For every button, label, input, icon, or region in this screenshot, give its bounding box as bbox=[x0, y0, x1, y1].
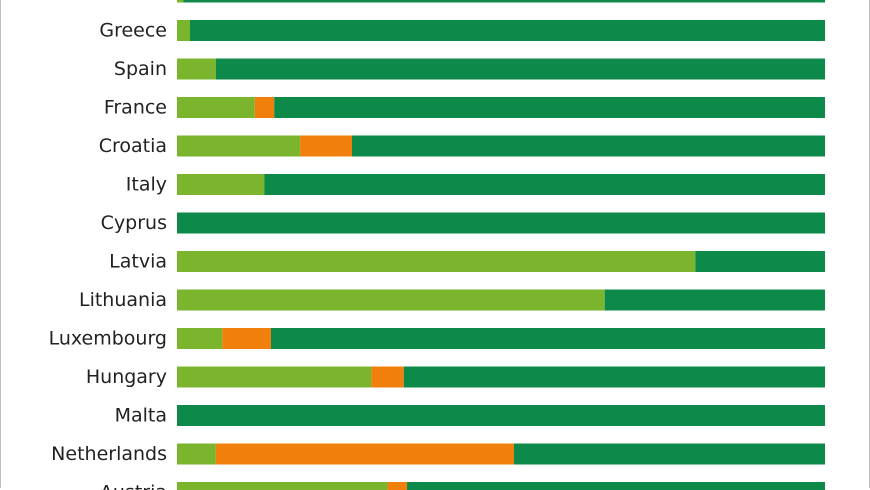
bar-segment-france-s3 bbox=[274, 97, 825, 118]
bar-segment-latvia-s3 bbox=[695, 251, 825, 272]
bar-segment-spain-s1 bbox=[177, 58, 216, 80]
category-label-malta: Malta bbox=[115, 405, 167, 427]
bar-segment-luxembourg-s2 bbox=[222, 328, 271, 349]
bar-segment-croatia-s2 bbox=[300, 135, 352, 157]
bar-segment-italy-s1 bbox=[177, 174, 265, 195]
bar-segment-netherlands-s3 bbox=[513, 443, 825, 465]
bar-segment-luxembourg-s1 bbox=[177, 328, 223, 349]
bar-segment-hungary-s1 bbox=[177, 366, 372, 388]
bar-segment-lithuania-s1 bbox=[177, 289, 605, 311]
bar-segment-greece-s1 bbox=[177, 20, 190, 41]
bar-segment-ireland-s3 bbox=[183, 0, 826, 3]
bar-segment-spain-s3 bbox=[215, 58, 825, 80]
category-label-france: France bbox=[104, 97, 167, 119]
bar-segment-italy-s3 bbox=[264, 174, 826, 195]
category-label-netherlands: Netherlands bbox=[51, 443, 167, 465]
bar-segments bbox=[177, 0, 826, 490]
category-label-luxembourg: Luxembourg bbox=[49, 328, 167, 350]
category-labels: Ireland Greece Spain France Croatia Italy Cypr… bbox=[49, 0, 167, 490]
bar-segment-lithuania-s3 bbox=[604, 289, 825, 311]
bar-segment-hungary-s3 bbox=[403, 366, 825, 388]
bar-segment-netherlands-s2 bbox=[215, 443, 514, 465]
bar-segment-france-s2 bbox=[254, 97, 275, 118]
category-label-latvia: Latvia bbox=[109, 251, 167, 273]
category-label-croatia: Croatia bbox=[99, 135, 167, 157]
category-label-italy: Italy bbox=[126, 174, 167, 196]
category-label-spain: Spain bbox=[114, 58, 167, 80]
bar-segment-luxembourg-s3 bbox=[270, 328, 826, 349]
bar-segment-greece-s3 bbox=[189, 20, 825, 41]
category-label-hungary: Hungary bbox=[86, 366, 167, 388]
bar-segment-austria-s3 bbox=[407, 482, 825, 490]
bar-segment-netherlands-s1 bbox=[177, 443, 216, 465]
category-label-greece: Greece bbox=[99, 20, 167, 42]
category-label-cyprus: Cyprus bbox=[101, 212, 167, 234]
bar-segment-hungary-s2 bbox=[371, 366, 404, 388]
bar-segment-cyprus-s3 bbox=[177, 212, 825, 234]
bar-segment-malta-s3 bbox=[177, 405, 825, 426]
bar-segment-ireland-s1 bbox=[177, 0, 184, 3]
bar-segment-croatia-s1 bbox=[177, 135, 301, 157]
bar-segment-austria-s1 bbox=[177, 482, 388, 490]
bar-segment-austria-s2 bbox=[387, 482, 408, 490]
bar-segment-latvia-s1 bbox=[177, 251, 696, 272]
category-label-austria: Austria bbox=[100, 482, 167, 490]
category-label-lithuania: Lithuania bbox=[79, 289, 167, 311]
bar-segment-france-s1 bbox=[177, 97, 255, 118]
bar-segment-croatia-s3 bbox=[351, 135, 825, 157]
category-label-ireland: Ireland bbox=[101, 0, 167, 3]
